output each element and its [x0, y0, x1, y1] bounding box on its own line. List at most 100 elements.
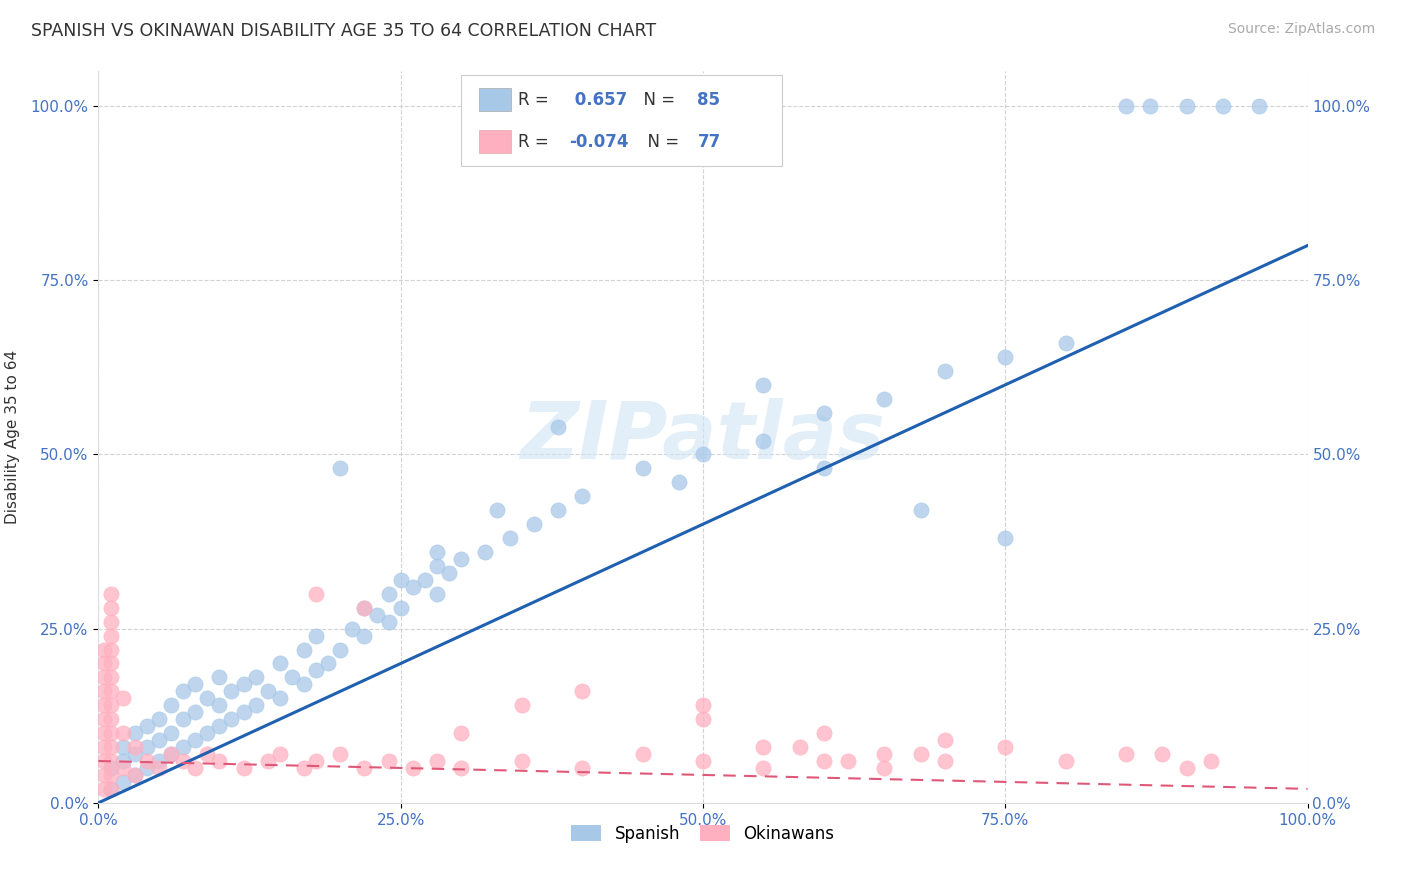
Point: [402, 580, 425, 594]
Point: [100, 740, 122, 755]
Point: [934, 733, 956, 747]
Point: [329, 461, 352, 475]
Point: [498, 531, 520, 545]
Point: [873, 747, 896, 761]
Point: [316, 657, 339, 671]
Point: [100, 629, 122, 643]
Point: [184, 677, 207, 691]
Y-axis label: Disability Age 35 to 64: Disability Age 35 to 64: [4, 350, 20, 524]
Text: Source: ZipAtlas.com: Source: ZipAtlas.com: [1227, 22, 1375, 37]
Point: [910, 747, 932, 761]
Point: [1175, 761, 1198, 775]
Point: [1199, 754, 1222, 768]
Point: [100, 587, 122, 601]
Point: [934, 364, 956, 378]
Point: [208, 698, 231, 713]
Text: N =: N =: [637, 133, 685, 151]
Point: [692, 698, 714, 713]
Point: [160, 698, 183, 713]
Point: [111, 691, 134, 706]
Point: [994, 740, 1017, 755]
Point: [813, 406, 835, 420]
Point: [571, 761, 593, 775]
Point: [873, 392, 896, 406]
Point: [631, 461, 654, 475]
Point: [135, 754, 157, 768]
Point: [100, 698, 122, 713]
Point: [281, 670, 304, 684]
Point: [377, 615, 399, 629]
Point: [292, 677, 315, 691]
Point: [426, 545, 449, 559]
Point: [692, 448, 714, 462]
Point: [366, 607, 388, 622]
Text: N =: N =: [633, 91, 681, 109]
Point: [124, 747, 146, 761]
Text: 0.657: 0.657: [569, 91, 627, 109]
Point: [1212, 99, 1234, 113]
Point: [813, 461, 835, 475]
Point: [510, 754, 533, 768]
Point: [342, 622, 364, 636]
Point: [93, 740, 115, 755]
Point: [148, 761, 170, 775]
Point: [1249, 99, 1271, 113]
Point: [245, 698, 267, 713]
Point: [269, 747, 291, 761]
Point: [305, 629, 328, 643]
Text: R =: R =: [519, 133, 554, 151]
Point: [172, 740, 194, 755]
Point: [631, 747, 654, 761]
Point: [353, 761, 375, 775]
Point: [100, 615, 122, 629]
Text: 85: 85: [697, 91, 720, 109]
Point: [1054, 336, 1077, 351]
Point: [93, 670, 115, 684]
Point: [184, 705, 207, 719]
Point: [1054, 754, 1077, 768]
Point: [292, 761, 315, 775]
Point: [148, 754, 170, 768]
Point: [426, 587, 449, 601]
Point: [692, 712, 714, 726]
Point: [873, 761, 896, 775]
Point: [1152, 747, 1174, 761]
Point: [232, 761, 254, 775]
Point: [93, 657, 115, 671]
Point: [353, 600, 375, 615]
Point: [450, 761, 472, 775]
Point: [389, 600, 412, 615]
Point: [269, 691, 291, 706]
Point: [752, 377, 775, 392]
Point: [837, 754, 859, 768]
Point: [172, 754, 194, 768]
Point: [135, 761, 157, 775]
Point: [269, 657, 291, 671]
Point: [692, 754, 714, 768]
Point: [510, 698, 533, 713]
Point: [100, 657, 122, 671]
Point: [100, 754, 122, 768]
Point: [789, 740, 811, 755]
Point: [124, 768, 146, 782]
Point: [100, 712, 122, 726]
Point: [256, 684, 278, 698]
Point: [208, 754, 231, 768]
Point: [353, 629, 375, 643]
Point: [329, 747, 352, 761]
Point: [124, 740, 146, 755]
Point: [100, 684, 122, 698]
Point: [111, 761, 134, 775]
Point: [100, 670, 122, 684]
Point: [752, 740, 775, 755]
Point: [292, 642, 315, 657]
Point: [245, 670, 267, 684]
Point: [389, 573, 412, 587]
Point: [437, 566, 460, 580]
Point: [426, 754, 449, 768]
Point: [305, 587, 328, 601]
Point: [934, 754, 956, 768]
Point: [221, 684, 243, 698]
Point: [377, 587, 399, 601]
Point: [1139, 99, 1161, 113]
